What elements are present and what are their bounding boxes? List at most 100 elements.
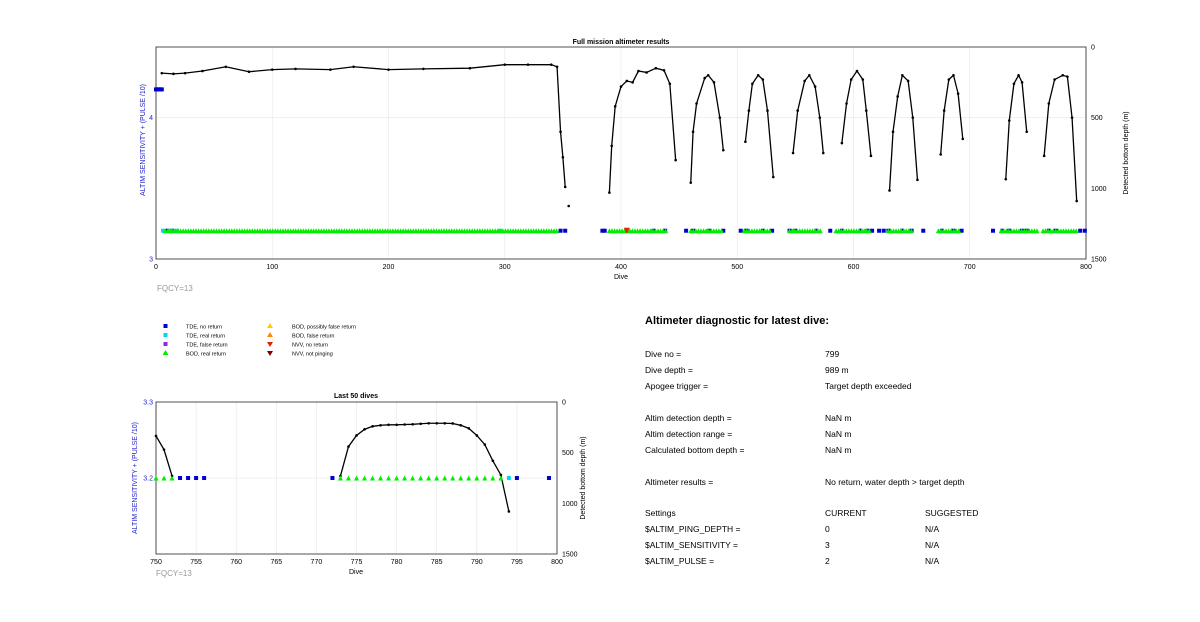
bottom-depth-point [796,109,799,112]
setting-suggested: N/A [925,540,940,550]
bottom-depth-point [1053,78,1056,81]
bod-marker [418,475,424,481]
setting-name: $ALTIM_PULSE = [645,556,715,566]
tde-marker [506,476,511,480]
setting-name: $ALTIM_SENSITIVITY = [645,540,738,550]
bod-marker [394,475,400,481]
bottom-depth-point [555,65,559,69]
bottom-depth-point [625,79,629,83]
bottom-depth-point [674,158,677,162]
bottom-depth-line [940,74,964,155]
bottom-depth-line [155,435,173,477]
bottom-depth-point [791,151,795,155]
bod-marker [370,475,376,481]
legend-marker-bod-false-return [267,332,273,337]
right-tick-label: 0 [1091,45,1095,52]
top-chart-title: Full mission altimeter results [573,39,670,46]
bottom-depth-point [1047,102,1051,105]
tde-marker [546,476,551,480]
bottom-depth-point [329,68,332,71]
diagnostic-row-pulse: $ALTIM_PULSE = 2 N/A [645,556,1165,570]
bod-marker [908,228,914,234]
diagnostic-row-results: Altimeter results = No return, water dep… [645,477,1165,491]
full-mission-chart: 0 100 200 300 400 500 600 700 80034050010001500 … [140,39,1130,293]
bottom-depth-line [1005,73,1028,180]
bottom-depth-point [637,69,640,73]
bottom-depth-point [567,204,570,208]
right-tick-label: 500 [562,450,574,457]
current-header: CURRENT [825,508,867,518]
bottom-depth-point [559,130,562,134]
tde-marker [770,228,775,233]
diagnostic-label: Altim detection depth = [645,413,732,423]
bottom-depth-point [1070,116,1074,119]
bottom-depth-line [690,74,724,183]
diagnostic-value: 799 [825,349,840,359]
x-tick-label: 0 [154,264,158,271]
bottom-depth-point [751,82,754,86]
x-tick-label: 400 [615,264,627,271]
legend-label: TDE, real return [186,334,225,340]
x-tick-label: 750 [150,559,162,566]
bod-marker [466,475,472,481]
x-tick-label: 300 [499,264,511,271]
bottom-depth-point [1004,177,1008,181]
tde-marker [684,228,689,233]
bottom-depth-point [503,63,507,66]
bottom-depth-point [610,144,613,148]
bottom-depth-point [813,85,817,88]
tde-marker [877,228,882,233]
bottom-depth-point [172,72,175,76]
bottom-chart-marks [153,421,551,513]
tde-marker [870,228,875,233]
setting-current: 3 [825,540,830,550]
setting-suggested: N/A [925,556,940,566]
bottom-depth-point [891,130,895,134]
tde-marker [1082,228,1087,233]
bottom-depth-point [869,154,873,158]
bod-marker [1073,228,1079,234]
bottom-depth-point [499,473,503,477]
tde-marker [160,228,165,233]
bod-marker [161,475,167,481]
bottom-depth-point [712,81,716,84]
x-tick-label: 500 [731,264,743,271]
legend-label: BOD, real return [186,352,226,358]
bottom-depth-point [718,116,722,119]
bottom-depth-point [1042,154,1046,158]
bottom-depth-point [160,71,164,75]
bottom-depth-point [608,191,611,194]
setting-current: 2 [825,556,830,566]
bod-marker [490,475,496,481]
bottom-depth-point [1066,75,1069,78]
tde-marker [828,228,833,233]
bottom-depth-point [756,73,760,77]
diagnostic-label: Altim detection range = [645,429,733,439]
legend-marker-bod-possibly-false [267,323,273,328]
tde-marker [558,228,563,233]
legend-marker-bod-real-return [162,350,169,355]
tde-marker [959,228,964,233]
right-tick-label: 1000 [1091,186,1107,193]
top-left-axis-label: ALTIM SENSITIVITY + (PULSE /10) [140,84,147,196]
bottom-depth-point [371,425,374,428]
tde-marker [186,476,191,480]
bottom-depth-point [1075,199,1078,203]
bottom-depth-point [771,175,775,179]
diagnostic-label: Apogee trigger = [645,381,709,391]
diagnostic-row-detection-depth: Altim detection depth = NaN m [645,413,1165,427]
x-tick-label: 780 [391,559,403,566]
diagnostic-label: Dive depth = [645,365,693,375]
bottom-depth-point [1025,130,1029,134]
tde-marker [194,476,199,480]
bottom-tick-labels: 750 755 760 765 770 775 780 785 790 795 800 3.2 3.3 0… [143,400,577,567]
bottom-depth-point [864,109,868,112]
bottom-depth-point [387,423,390,427]
bottom-depth-line [841,69,872,156]
bod-marker [482,475,488,481]
diagnostic-label: Dive no = [645,349,682,359]
bottom-depth-point [747,109,751,112]
bottom-depth-point [443,421,447,425]
bottom-depth-point [352,65,355,69]
